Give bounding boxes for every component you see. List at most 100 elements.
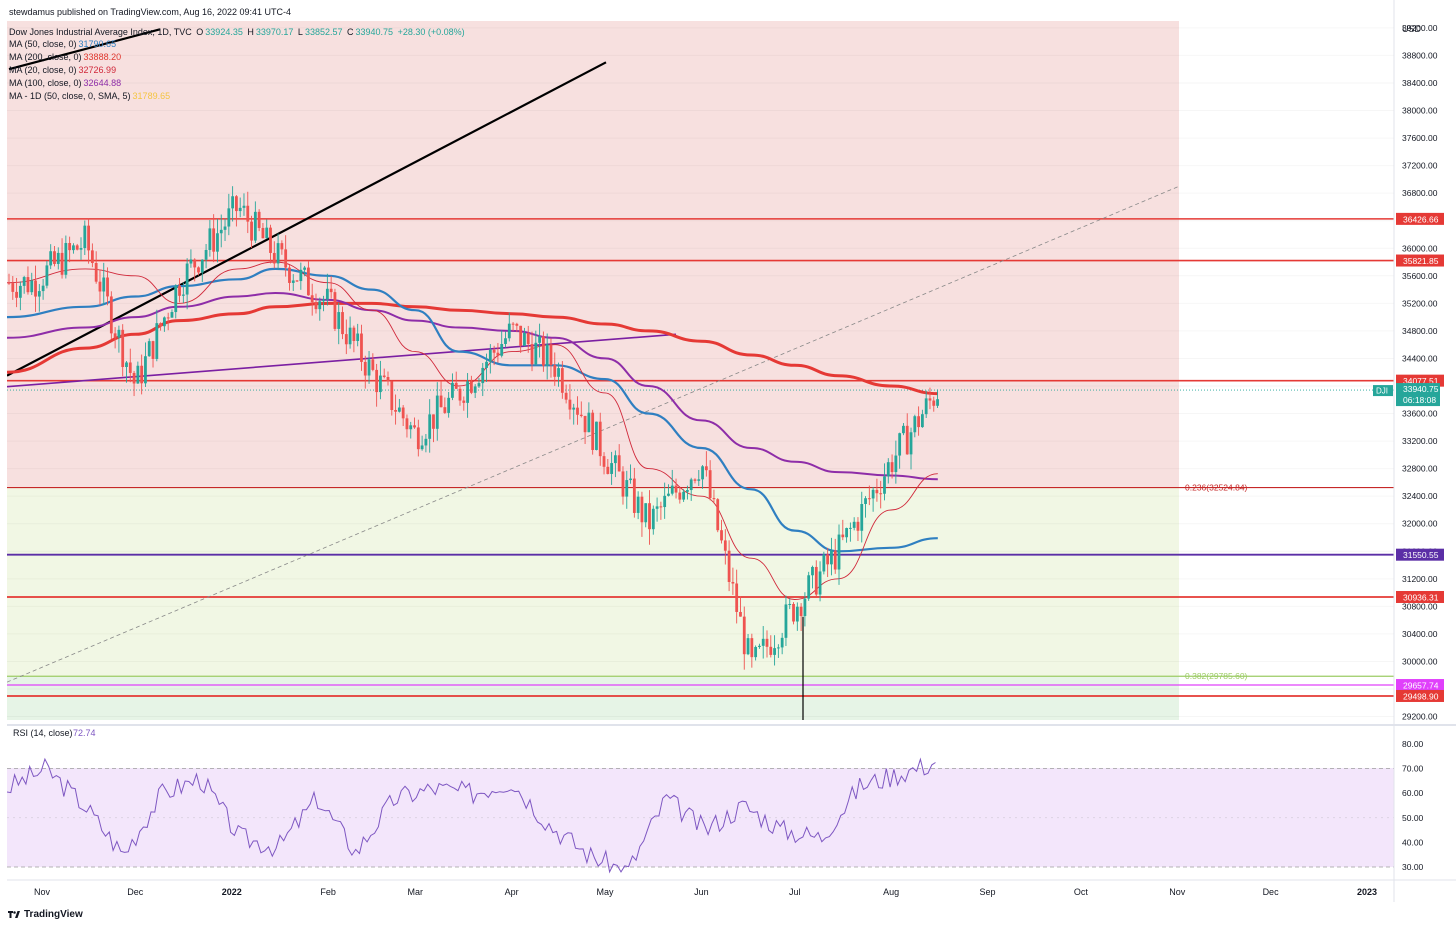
indicator-row[interactable]: MA (50, close, 0) 31790.65 [9, 38, 118, 50]
candle-body [462, 400, 466, 403]
candle-body [424, 438, 428, 446]
indicator-row[interactable]: MA (100, close, 0) 32644.88 [9, 77, 123, 89]
candle-body [776, 647, 780, 649]
candle-body [606, 466, 610, 474]
candle-body [864, 498, 867, 505]
last-price-badge [1396, 383, 1440, 407]
candle-body [507, 323, 511, 339]
candle-body [924, 398, 928, 415]
candle-body [18, 285, 22, 298]
candle-body [11, 283, 15, 292]
ma-100-line [7, 292, 938, 481]
price-tick: 35600.00 [1402, 271, 1438, 281]
candle-body [682, 491, 686, 500]
candle-body [443, 407, 447, 413]
candle-body [811, 566, 814, 576]
candle-body [500, 343, 504, 356]
candle-body [413, 425, 416, 428]
candle-body [87, 225, 90, 251]
candle-body [773, 648, 776, 655]
price-tick: 39200.00 [1402, 23, 1438, 33]
candle-body [504, 338, 507, 344]
price-badge-text: 35821.85 [1403, 256, 1439, 266]
candle-body [674, 485, 678, 493]
price-tick: 31200.00 [1402, 574, 1438, 584]
candle-body [648, 503, 651, 530]
symbol-name[interactable]: Dow Jones Industrial Average Index, 1D, … [9, 27, 192, 37]
candle-body [322, 299, 325, 302]
indicator-label: MA (50, close, 0) [9, 39, 77, 49]
candle-body [189, 259, 193, 264]
symbol-line: Dow Jones Industrial Average Index, 1D, … [9, 26, 467, 38]
candle-body [185, 263, 189, 295]
candle-body [583, 415, 587, 433]
candle-body [159, 323, 162, 327]
candle-body [758, 645, 761, 647]
candle-body [265, 227, 269, 239]
candle-body [341, 312, 344, 335]
candle-body [640, 496, 644, 523]
indicator-row[interactable]: MA - 1D (50, close, 0, SMA, 5) 31789.65 [9, 90, 172, 102]
candle-body [303, 267, 307, 270]
candle-body [576, 407, 579, 415]
price-badge [1396, 254, 1444, 267]
candle-body [936, 399, 939, 406]
candle-body [53, 251, 56, 264]
indicator-value: 32644.88 [83, 78, 122, 88]
candle-body [860, 504, 864, 531]
indicator-row[interactable]: MA (20, close, 0) 32726.99 [9, 64, 118, 76]
ma-20-line [7, 261, 938, 600]
candle-body [807, 575, 811, 599]
candle-body [363, 361, 367, 376]
candle-body [113, 333, 117, 338]
candle-body [602, 456, 606, 467]
time-tick: Sep [980, 887, 996, 897]
candle-body [447, 397, 451, 413]
candle-body [780, 637, 784, 648]
candle-body [894, 455, 898, 473]
symbol-badge-text: DJI [1376, 387, 1388, 396]
candle-body [686, 490, 689, 492]
time-tick: Mar [407, 887, 423, 897]
candle-body [515, 323, 519, 326]
candle-body [318, 301, 322, 310]
price-tick: 30800.00 [1402, 601, 1438, 611]
trendline-purple [7, 333, 677, 388]
candle-body [708, 470, 712, 499]
indicator-row[interactable]: MA (200, close, 0) 33888.20 [9, 51, 123, 63]
candle-body [181, 294, 185, 296]
candle-body [841, 534, 845, 538]
candle-body [333, 292, 337, 329]
candle-body [481, 367, 485, 384]
candle-body [49, 251, 53, 266]
candle-body [401, 407, 405, 419]
candle-body [94, 263, 98, 282]
countdown-text: 06:18:08 [1403, 395, 1436, 405]
time-tick: Jul [789, 887, 801, 897]
ohlc-open: 33924.35 [205, 27, 243, 37]
candle-body [886, 462, 890, 477]
candle-body [166, 317, 170, 319]
ohlc-low: 33852.57 [304, 27, 343, 37]
price-tick: 36800.00 [1402, 188, 1438, 198]
time-tick: Oct [1074, 887, 1089, 897]
candle-body [485, 361, 488, 368]
candle-body [875, 489, 879, 494]
candle-body [720, 530, 723, 541]
candle-body [655, 506, 659, 509]
candle-body [405, 418, 409, 430]
horizontal-levels [7, 218, 1394, 697]
candle-body [454, 382, 458, 389]
candle-body [307, 267, 310, 296]
candle-body [731, 581, 735, 584]
tradingview-logo[interactable]: TradingView [8, 909, 83, 920]
price-badge-text: 29498.90 [1403, 691, 1439, 701]
candle-body [848, 527, 852, 529]
price-tick: 35200.00 [1402, 298, 1438, 308]
candle-body [591, 412, 595, 450]
candle-body [902, 425, 905, 434]
fib-label: 0.382(29785.60) [1185, 671, 1248, 681]
price-tick: 38800.00 [1402, 50, 1438, 60]
candle-body [197, 267, 200, 273]
